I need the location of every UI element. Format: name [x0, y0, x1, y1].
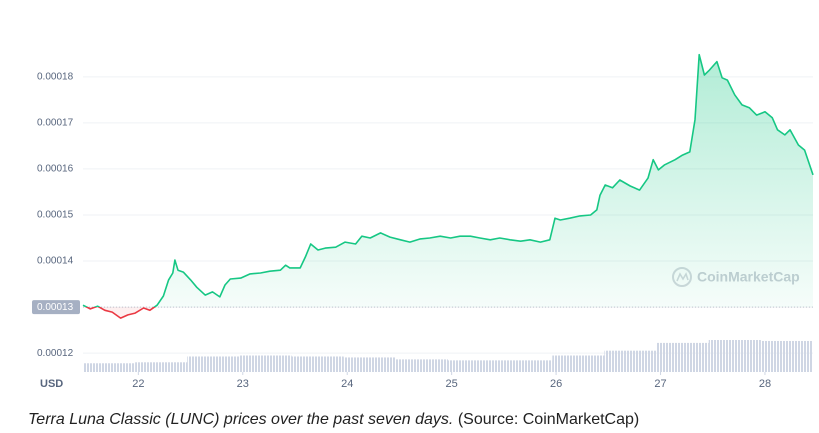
- x-tick-label: 26: [550, 378, 562, 390]
- volume-bar: [708, 340, 761, 372]
- currency-label: USD: [40, 378, 63, 390]
- volume-bar: [83, 363, 136, 372]
- y-tick-label: 0.00018: [37, 71, 74, 82]
- x-tick-label: 27: [654, 378, 666, 390]
- volume-bar: [760, 340, 813, 372]
- caption: Terra Luna Classic (LUNC) prices over th…: [28, 411, 639, 428]
- price-line: [82, 53, 814, 319]
- volume-bar: [500, 360, 553, 372]
- x-tick-label: 25: [446, 378, 458, 390]
- volume-bar: [291, 356, 344, 372]
- price-area: [83, 54, 813, 319]
- volume-bar: [552, 355, 605, 372]
- caption-source: (Source: CoinMarketCap): [458, 411, 639, 428]
- volume-bar: [343, 357, 396, 372]
- y-tick-label: 0.00012: [37, 348, 74, 359]
- volume-bar: [656, 342, 709, 372]
- y-tick-label: 0.00013: [37, 302, 74, 313]
- y-tick-label: 0.00015: [37, 210, 74, 221]
- baseline-label-box: [32, 300, 80, 315]
- y-tick-label: 0.00016: [37, 164, 74, 175]
- volume-bar: [135, 362, 188, 372]
- x-tick-label: 22: [132, 378, 144, 390]
- x-tick-label: 24: [341, 378, 353, 390]
- x-tick-label: 28: [759, 378, 771, 390]
- caption-text: Terra Luna Classic (LUNC) prices over th…: [28, 411, 453, 428]
- volume-bar: [395, 359, 448, 372]
- volume-bar: [604, 350, 657, 372]
- volume-bar: [187, 356, 240, 372]
- volume-bar: [448, 360, 501, 372]
- y-tick-label: 0.00014: [37, 256, 74, 267]
- y-tick-label: 0.00017: [37, 118, 74, 129]
- x-tick-label: 23: [237, 378, 249, 390]
- volume-bar: [239, 355, 292, 372]
